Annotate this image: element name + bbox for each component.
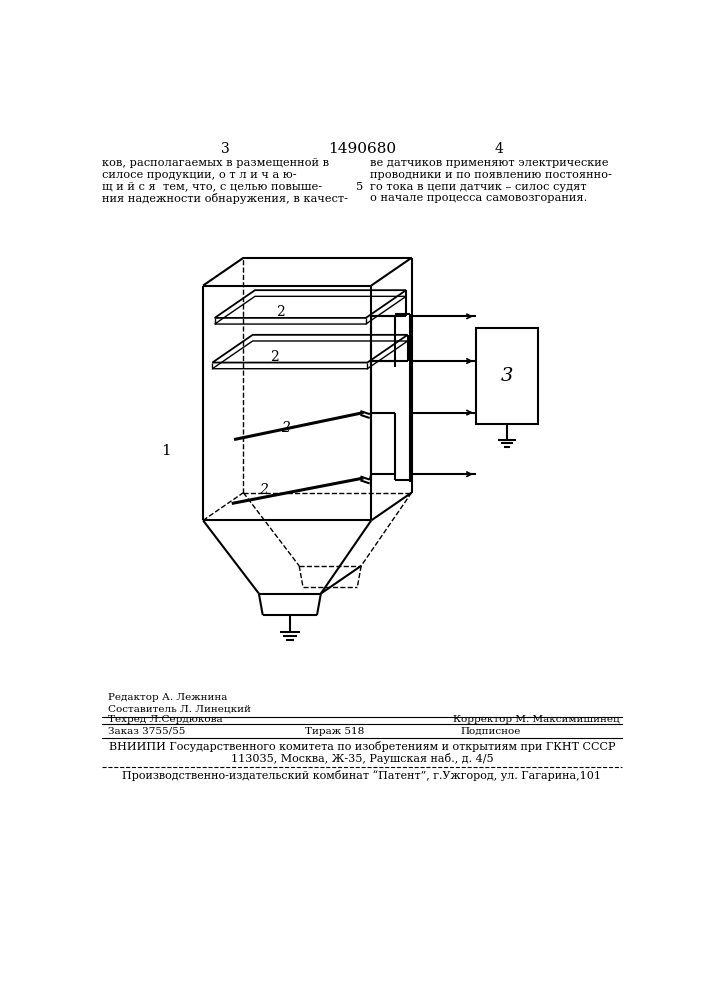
Text: Производственно-издательский комбинат “Патент”, г.Ужгород, ул. Гагарина,101: Производственно-издательский комбинат “П…	[122, 770, 602, 781]
Text: 2: 2	[259, 483, 268, 497]
Text: Составитель Л. Линецкий: Составитель Л. Линецкий	[107, 704, 250, 713]
Text: 2: 2	[270, 350, 279, 364]
Text: Тираж 518: Тираж 518	[305, 727, 365, 736]
Text: 5: 5	[356, 182, 363, 192]
Text: 3: 3	[221, 142, 230, 156]
Bar	[476, 328, 538, 424]
Text: Техред Л.Сердюкова: Техред Л.Сердюкова	[107, 715, 223, 724]
Text: 2: 2	[276, 305, 285, 319]
Text: 1490680: 1490680	[328, 142, 396, 156]
Text: Подписное: Подписное	[460, 727, 521, 736]
Text: 1: 1	[161, 444, 171, 458]
Text: о начале процесса самовозгорания.: о начале процесса самовозгорания.	[370, 193, 587, 203]
Text: Корректор М. Максимишинец: Корректор М. Максимишинец	[452, 715, 619, 724]
Text: ния надежности обнаружения, в качест-: ния надежности обнаружения, в качест-	[103, 193, 349, 204]
Text: Заказ 3755/55: Заказ 3755/55	[107, 727, 185, 736]
Text: 4: 4	[495, 142, 503, 156]
Text: силосе продукции, о т л и ч а ю-: силосе продукции, о т л и ч а ю-	[103, 170, 297, 180]
Text: ВНИИПИ Государственного комитета по изобретениям и открытиям при ГКНТ СССР: ВНИИПИ Государственного комитета по изоб…	[109, 741, 615, 752]
Text: щ и й с я  тем, что, с целью повыше-: щ и й с я тем, что, с целью повыше-	[103, 182, 322, 192]
Text: 2: 2	[281, 421, 289, 435]
Text: Редактор А. Лежнина: Редактор А. Лежнина	[107, 693, 227, 702]
Text: 113035, Москва, Ж-35, Раушская наб., д. 4/5: 113035, Москва, Ж-35, Раушская наб., д. …	[230, 753, 493, 764]
Text: 3: 3	[501, 367, 513, 385]
Text: ков, располагаемых в размещенной в: ков, располагаемых в размещенной в	[103, 158, 329, 168]
Text: проводники и по появлению постоянно-: проводники и по появлению постоянно-	[370, 170, 612, 180]
Text: го тока в цепи датчик – силос судят: го тока в цепи датчик – силос судят	[370, 182, 586, 192]
Text: ве датчиков применяют электрические: ве датчиков применяют электрические	[370, 158, 608, 168]
